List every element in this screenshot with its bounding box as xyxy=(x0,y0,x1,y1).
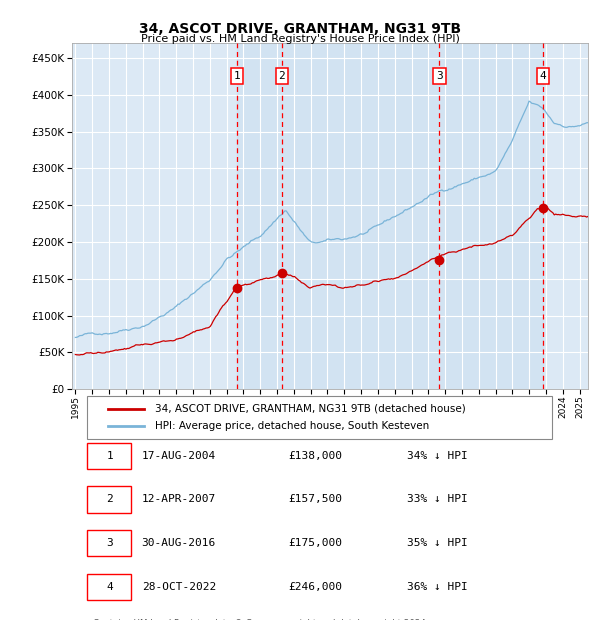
Text: 2: 2 xyxy=(278,71,285,81)
FancyBboxPatch shape xyxy=(88,574,131,600)
FancyBboxPatch shape xyxy=(88,486,131,513)
FancyBboxPatch shape xyxy=(88,530,131,556)
Text: Contains HM Land Registry data © Crown copyright and database right 2024.: Contains HM Land Registry data © Crown c… xyxy=(92,619,428,620)
Bar xyxy=(237,43,543,389)
Text: 3: 3 xyxy=(436,71,443,81)
Text: 28-OCT-2022: 28-OCT-2022 xyxy=(142,582,216,592)
Text: 36% ↓ HPI: 36% ↓ HPI xyxy=(407,582,468,592)
Text: 30-AUG-2016: 30-AUG-2016 xyxy=(142,538,216,548)
Text: £175,000: £175,000 xyxy=(289,538,343,548)
Text: £138,000: £138,000 xyxy=(289,451,343,461)
Text: 34% ↓ HPI: 34% ↓ HPI xyxy=(407,451,468,461)
Text: 33% ↓ HPI: 33% ↓ HPI xyxy=(407,495,468,505)
Text: 34, ASCOT DRIVE, GRANTHAM, NG31 9TB: 34, ASCOT DRIVE, GRANTHAM, NG31 9TB xyxy=(139,22,461,36)
Text: 4: 4 xyxy=(540,71,547,81)
Text: £246,000: £246,000 xyxy=(289,582,343,592)
Text: 12-APR-2007: 12-APR-2007 xyxy=(142,495,216,505)
Text: 1: 1 xyxy=(234,71,241,81)
Text: 34, ASCOT DRIVE, GRANTHAM, NG31 9TB (detached house): 34, ASCOT DRIVE, GRANTHAM, NG31 9TB (det… xyxy=(155,404,466,414)
Text: 3: 3 xyxy=(106,538,113,548)
FancyBboxPatch shape xyxy=(88,443,131,469)
Text: 4: 4 xyxy=(106,582,113,592)
Text: HPI: Average price, detached house, South Kesteven: HPI: Average price, detached house, Sout… xyxy=(155,421,429,432)
FancyBboxPatch shape xyxy=(88,396,552,440)
Text: 2: 2 xyxy=(106,495,113,505)
Text: 17-AUG-2004: 17-AUG-2004 xyxy=(142,451,216,461)
Text: Price paid vs. HM Land Registry's House Price Index (HPI): Price paid vs. HM Land Registry's House … xyxy=(140,34,460,44)
Text: 35% ↓ HPI: 35% ↓ HPI xyxy=(407,538,468,548)
Text: 1: 1 xyxy=(106,451,113,461)
Text: £157,500: £157,500 xyxy=(289,495,343,505)
